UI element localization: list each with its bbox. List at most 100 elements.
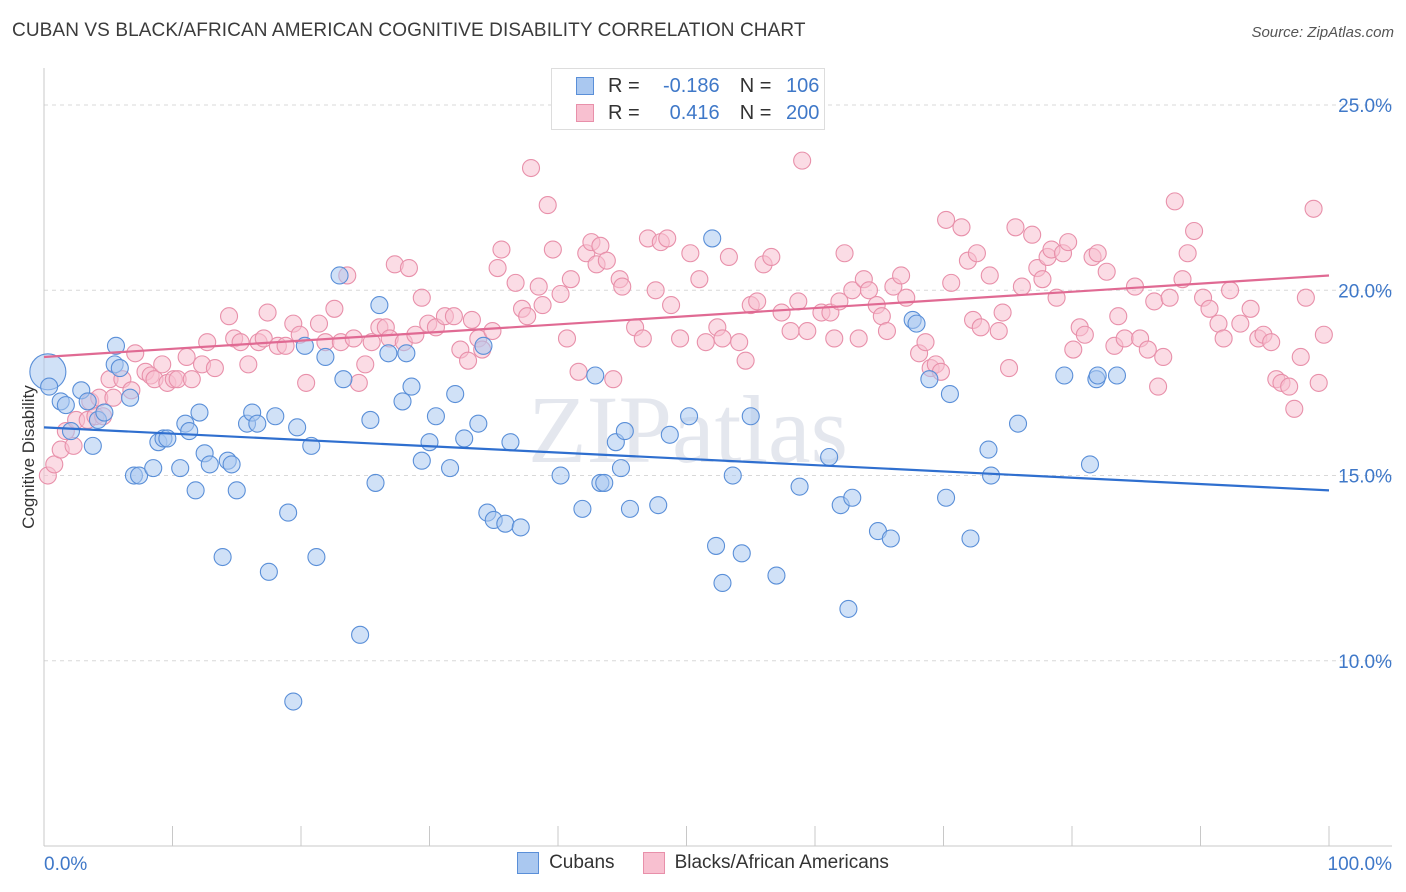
blacks-point [1221, 281, 1240, 300]
blacks-point [239, 355, 258, 374]
cubans-point [1055, 366, 1074, 385]
cubans-point [370, 296, 389, 315]
cubans-point [446, 384, 465, 404]
blacks-point [658, 229, 677, 248]
blacks-point [557, 329, 577, 348]
blacks-point [356, 355, 375, 374]
blacks-point [980, 266, 999, 285]
cubans-point [511, 518, 530, 537]
blacks-point [690, 270, 709, 289]
blacks-point [258, 303, 277, 322]
cubans-point [843, 488, 862, 507]
cubans-point [881, 529, 900, 548]
blacks-point [1006, 218, 1025, 237]
blacks-point [967, 244, 986, 263]
blacks-point [1088, 244, 1107, 263]
blacks-point [104, 388, 123, 407]
cubans-point [741, 407, 760, 426]
cubans-point [551, 466, 570, 485]
blacks-point [1097, 262, 1116, 281]
blacks-point [1154, 347, 1173, 367]
blacks-point [681, 244, 700, 263]
cubans-trend-line [43, 426, 1330, 492]
legend-label-cubans: Cubans [549, 852, 615, 873]
cubans-point [660, 425, 679, 444]
blacks-point [1280, 377, 1299, 396]
cubans-point [56, 396, 75, 415]
cubans-point [361, 410, 380, 430]
cubans-point [907, 314, 926, 333]
blacks-point [297, 373, 316, 392]
cubans-point [455, 429, 474, 448]
cubans-point [615, 422, 634, 441]
y-tick-label: 20.0% [1338, 281, 1392, 302]
blacks-point [916, 333, 935, 352]
legend-swatch-cubans [576, 77, 594, 95]
cubans-point [723, 466, 742, 485]
cubans-point [474, 336, 493, 355]
blacks-point [529, 277, 548, 296]
blacks-point [748, 292, 767, 311]
blacks-point [1200, 299, 1219, 318]
cubans-point [171, 459, 190, 478]
blacks-point [849, 329, 868, 348]
blacks-point [671, 329, 690, 348]
blacks-point [730, 333, 749, 352]
blacks-point [153, 355, 172, 374]
blacks-point [1138, 340, 1157, 359]
chart-title: CUBAN VS BLACK/AFRICAN AMERICAN COGNITIV… [12, 20, 806, 41]
legend-swatch-blacks [576, 104, 594, 122]
cubans-point [937, 488, 956, 507]
blacks-point [937, 210, 956, 229]
cubans-point [190, 403, 209, 422]
blacks-point [696, 333, 715, 352]
cubans-point [920, 370, 939, 389]
blacks-point [182, 370, 201, 389]
source-label: Source: ZipAtlas.com [1251, 24, 1394, 41]
blacks-point [762, 247, 781, 266]
blacks-point [1109, 307, 1128, 326]
blacks-point [325, 299, 344, 318]
y-axis-title: Cognitive Disability [19, 385, 38, 529]
blacks-point [126, 344, 145, 363]
cubans-point [469, 414, 488, 433]
blacks-point [971, 318, 990, 337]
x-tick-label: 0.0% [44, 854, 87, 875]
blacks-point [781, 321, 800, 341]
cubans-point [573, 499, 592, 518]
blacks-point [798, 321, 817, 341]
blacks-trend-line [43, 274, 1330, 359]
blacks-point [492, 240, 511, 259]
legend-n-value: 106 [786, 74, 820, 97]
cubans-point [1107, 366, 1127, 385]
blacks-point [604, 370, 623, 389]
blacks-point [1304, 199, 1323, 218]
legend-r-value: -0.186 [662, 74, 720, 97]
cubans-point [266, 407, 285, 426]
cubans-point [820, 447, 839, 467]
blacks-point [789, 292, 808, 311]
legend-r-label: R = [608, 101, 640, 124]
cubans-point [611, 459, 631, 478]
blacks-point [597, 251, 616, 270]
series-legend: Cubans Blacks/African Americans [0, 852, 1406, 874]
cubans-point [393, 392, 412, 411]
legend-r-label: R = [608, 74, 640, 97]
blacks-point [64, 436, 83, 455]
cubans-point [595, 473, 614, 492]
cubans-point [144, 459, 163, 478]
cubans-point [707, 536, 726, 555]
blacks-point [412, 288, 431, 307]
series-blacks-points [38, 151, 1333, 485]
cubans-point [402, 377, 421, 396]
cubans-point [106, 336, 126, 355]
blacks-point [646, 281, 665, 300]
cubans-point [259, 562, 278, 581]
cubans-point [110, 359, 129, 378]
blacks-point [1165, 192, 1184, 211]
cubans-point [839, 599, 858, 618]
y-tick-label: 25.0% [1338, 96, 1392, 117]
blacks-point [825, 329, 844, 348]
blacks-point [521, 158, 541, 178]
cubans-point [78, 392, 97, 411]
